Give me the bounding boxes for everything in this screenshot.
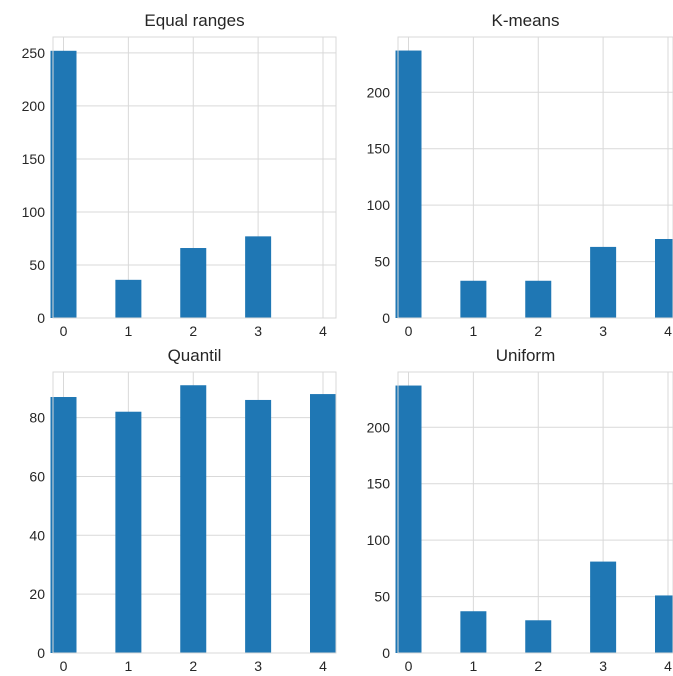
- chart-title: Quantil: [168, 346, 222, 365]
- y-tick-label: 50: [29, 257, 45, 273]
- chart-panel: 0 50 100 150 200 0 1 2 3 4 Uniform: [367, 346, 673, 674]
- x-tick-label: 1: [469, 658, 477, 674]
- y-tick-label: 80: [29, 410, 45, 426]
- x-tick-label: 0: [405, 658, 413, 674]
- x-tick-label: 0: [60, 658, 68, 674]
- bar: [50, 50, 77, 318]
- x-tick-label: 3: [254, 323, 262, 339]
- bar: [245, 236, 272, 318]
- x-tick-label: 1: [124, 658, 132, 674]
- axes-frame: [397, 36, 673, 319]
- x-tick-label: 0: [60, 323, 68, 339]
- x-tick-label: 1: [124, 323, 132, 339]
- x-tick-label: 2: [534, 658, 542, 674]
- chart-title: Equal ranges: [144, 11, 244, 30]
- y-tick-label: 60: [29, 468, 45, 484]
- x-tick-label: 3: [254, 658, 262, 674]
- y-tick-label: 200: [367, 419, 391, 435]
- y-tick-label: 250: [22, 45, 46, 61]
- y-tick-label: 200: [367, 84, 391, 100]
- bar: [655, 239, 673, 318]
- axes-frame: [52, 36, 337, 319]
- y-tick-label: 150: [367, 476, 391, 492]
- x-tick-label: 3: [599, 658, 607, 674]
- y-tick-label: 100: [22, 204, 46, 220]
- y-tick-label: 20: [29, 586, 45, 602]
- x-tick-label: 2: [534, 323, 542, 339]
- y-tick-label: 100: [367, 197, 391, 213]
- bar: [50, 397, 77, 653]
- y-tick-label: 0: [37, 645, 45, 661]
- y-tick-label: 0: [382, 645, 390, 661]
- y-tick-label: 150: [22, 151, 46, 167]
- bar: [245, 399, 272, 653]
- bar: [115, 411, 142, 653]
- bar: [395, 50, 422, 318]
- chart-panel: 0 20 40 60 80 0 1 2 3 4 Quantil: [29, 346, 337, 674]
- y-tick-label: 0: [37, 310, 45, 326]
- x-tick-label: 1: [469, 323, 477, 339]
- x-tick-label: 0: [405, 323, 413, 339]
- chart-title: K-means: [491, 11, 559, 30]
- y-tick-label: 100: [367, 532, 391, 548]
- x-tick-label: 4: [664, 658, 672, 674]
- bar: [525, 620, 552, 653]
- axes-frame: [52, 371, 337, 654]
- plot-area: [398, 372, 673, 653]
- plot-area: [398, 37, 673, 318]
- bar: [180, 385, 207, 653]
- bar: [655, 595, 673, 653]
- bar: [525, 280, 552, 318]
- bar: [115, 279, 142, 318]
- x-tick-label: 4: [319, 658, 327, 674]
- bar: [395, 385, 422, 653]
- bar: [180, 248, 207, 318]
- chart-panel: 0 50 100 150 200 0 1 2 3 4 K-means: [367, 11, 673, 339]
- bar: [460, 611, 487, 653]
- x-tick-label: 2: [189, 658, 197, 674]
- chart-title: Uniform: [496, 346, 556, 365]
- y-tick-label: 150: [367, 141, 391, 157]
- bar: [460, 280, 487, 318]
- y-tick-label: 200: [22, 98, 46, 114]
- x-tick-label: 2: [189, 323, 197, 339]
- y-tick-label: 0: [382, 310, 390, 326]
- bar: [310, 394, 336, 653]
- y-tick-label: 50: [374, 589, 390, 605]
- bar: [590, 246, 617, 318]
- chart-panel: 0 50 100 150 200 250 0 1 2 3 4 Equal ranges: [22, 11, 337, 339]
- bar: [590, 561, 617, 653]
- y-tick-label: 50: [374, 254, 390, 270]
- y-tick-label: 40: [29, 527, 45, 543]
- x-tick-label: 4: [664, 323, 672, 339]
- x-tick-label: 3: [599, 323, 607, 339]
- x-tick-label: 4: [319, 323, 327, 339]
- axes-frame: [397, 371, 673, 654]
